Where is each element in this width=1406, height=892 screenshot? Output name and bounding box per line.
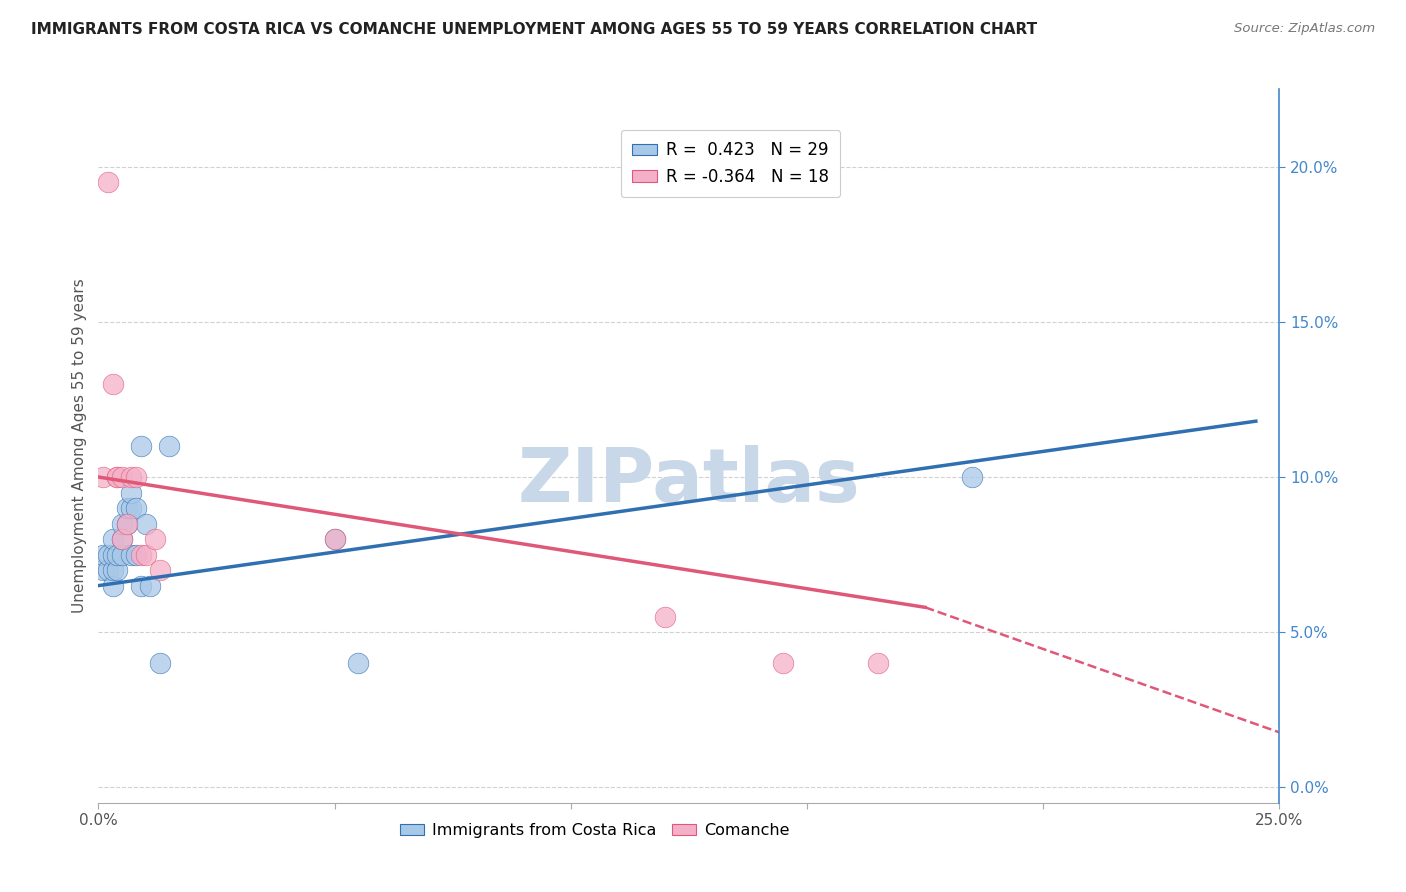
Point bbox=[121, 548, 143, 562]
Point bbox=[91, 548, 114, 562]
Point bbox=[125, 501, 148, 516]
Point bbox=[97, 175, 120, 189]
Point bbox=[111, 470, 134, 484]
Point bbox=[149, 656, 172, 670]
Point bbox=[129, 548, 152, 562]
Text: Source: ZipAtlas.com: Source: ZipAtlas.com bbox=[1234, 22, 1375, 36]
Point bbox=[139, 579, 162, 593]
Point bbox=[105, 548, 128, 562]
Point bbox=[105, 563, 128, 577]
Point bbox=[111, 532, 134, 546]
Text: ZIPatlas: ZIPatlas bbox=[517, 445, 860, 518]
Point bbox=[111, 516, 134, 531]
Point bbox=[962, 470, 984, 484]
Point bbox=[135, 516, 157, 531]
Point bbox=[323, 532, 346, 546]
Point bbox=[143, 532, 166, 546]
Point bbox=[101, 548, 124, 562]
Point bbox=[323, 532, 346, 546]
Point bbox=[125, 548, 148, 562]
Point bbox=[121, 501, 143, 516]
Point bbox=[111, 532, 134, 546]
Point bbox=[105, 470, 128, 484]
Point bbox=[115, 516, 138, 531]
Point bbox=[101, 376, 124, 391]
Point bbox=[91, 563, 114, 577]
Point bbox=[111, 548, 134, 562]
Point bbox=[772, 656, 794, 670]
Point bbox=[91, 470, 114, 484]
Point bbox=[115, 501, 138, 516]
Point bbox=[105, 470, 128, 484]
Point bbox=[149, 563, 172, 577]
Point bbox=[129, 579, 152, 593]
Y-axis label: Unemployment Among Ages 55 to 59 years: Unemployment Among Ages 55 to 59 years bbox=[72, 278, 87, 614]
Point bbox=[125, 470, 148, 484]
Point bbox=[101, 532, 124, 546]
Point bbox=[101, 563, 124, 577]
Point bbox=[347, 656, 370, 670]
Point bbox=[135, 548, 157, 562]
Point bbox=[121, 470, 143, 484]
Legend: Immigrants from Costa Rica, Comanche: Immigrants from Costa Rica, Comanche bbox=[394, 817, 796, 845]
Point bbox=[121, 485, 143, 500]
Point bbox=[866, 656, 889, 670]
Point bbox=[101, 579, 124, 593]
Text: IMMIGRANTS FROM COSTA RICA VS COMANCHE UNEMPLOYMENT AMONG AGES 55 TO 59 YEARS CO: IMMIGRANTS FROM COSTA RICA VS COMANCHE U… bbox=[31, 22, 1038, 37]
Point bbox=[654, 609, 676, 624]
Point bbox=[97, 548, 120, 562]
Point bbox=[97, 563, 120, 577]
Point bbox=[157, 439, 180, 453]
Point bbox=[129, 439, 152, 453]
Point bbox=[115, 516, 138, 531]
